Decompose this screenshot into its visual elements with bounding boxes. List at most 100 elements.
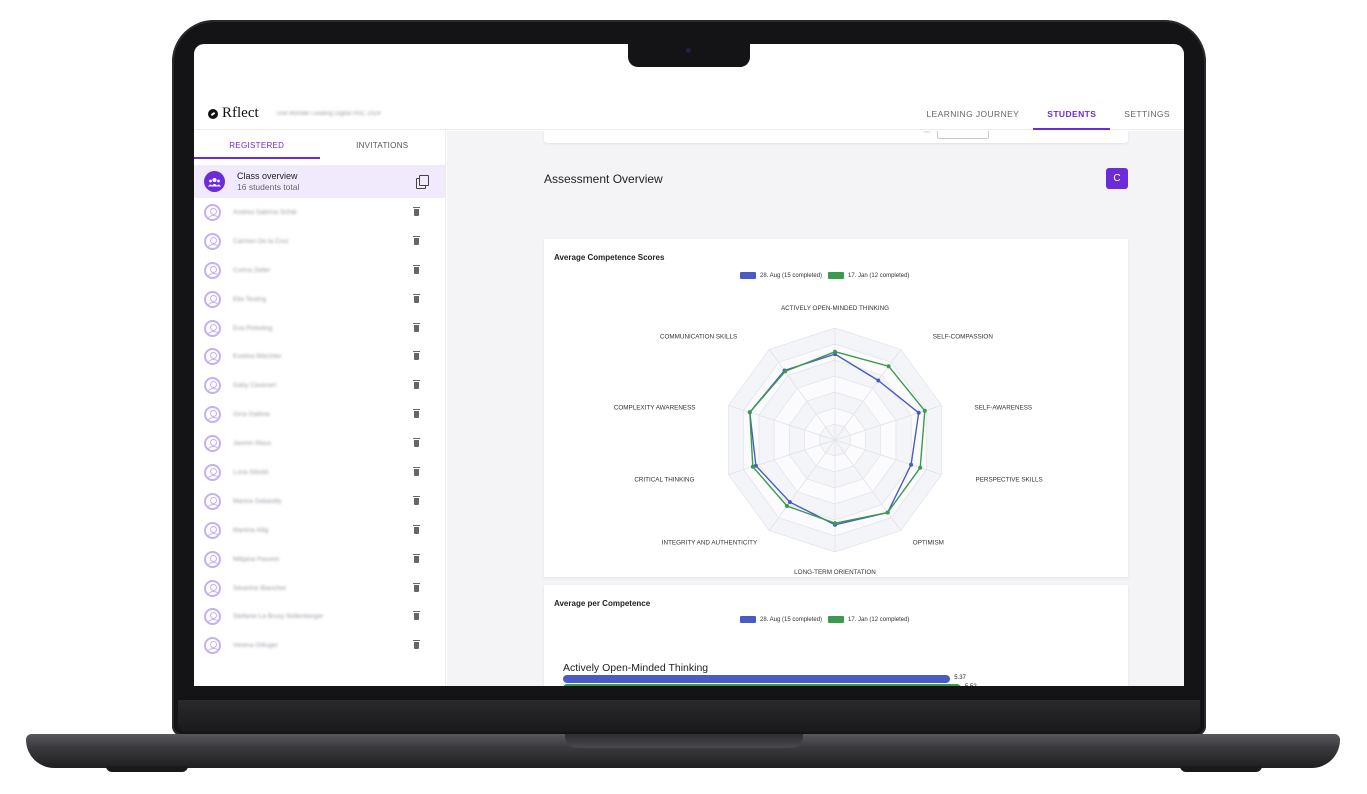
radar-point bbox=[787, 500, 792, 505]
student-list-item[interactable]: Ella Testing bbox=[194, 285, 445, 314]
brand-mark-icon bbox=[208, 108, 218, 119]
bar-category-label: Actively Open-Minded Thinking bbox=[563, 662, 709, 674]
trash-icon[interactable] bbox=[413, 380, 420, 390]
radar-axis-label: INTEGRITY AND AUTHENTICITY bbox=[662, 540, 758, 547]
rows-per-page-select[interactable] bbox=[937, 131, 989, 139]
trash-icon[interactable] bbox=[413, 640, 420, 650]
student-list-item[interactable]: Milijana Pasovic bbox=[194, 545, 445, 574]
student-list-item[interactable]: Luna Stöckli bbox=[194, 458, 445, 487]
legend-swatch-aug[interactable] bbox=[740, 272, 756, 279]
radar-axis-label: COMPLEXITY AWARENESS bbox=[614, 404, 696, 411]
trash-icon[interactable] bbox=[413, 206, 420, 216]
avatar-icon bbox=[204, 521, 221, 539]
student-name: Carmen De la Cruz bbox=[233, 237, 289, 245]
radar-point bbox=[833, 349, 837, 354]
radar-point bbox=[785, 504, 789, 508]
legend-label-aug: 28. Aug (15 completed) bbox=[760, 272, 823, 279]
nav-settings[interactable]: SETTINGS bbox=[1124, 108, 1170, 119]
trash-icon[interactable] bbox=[413, 264, 420, 274]
trash-icon[interactable] bbox=[413, 582, 420, 592]
student-list-item[interactable]: Martina Allig bbox=[194, 516, 445, 545]
radar-chart-card: Average Competence Scores 28. Aug (15 co… bbox=[544, 239, 1128, 577]
radar-point bbox=[876, 378, 881, 383]
trash-icon[interactable] bbox=[413, 293, 420, 303]
student-list-item[interactable]: Corina Zeller bbox=[194, 256, 445, 285]
student-name: Eva Pinkeling bbox=[233, 324, 273, 332]
refresh-icon: C bbox=[1113, 173, 1121, 184]
trash-icon[interactable] bbox=[413, 235, 420, 245]
trash-icon[interactable] bbox=[413, 438, 420, 448]
student-name: Stefanie La Brosy Nollenberger bbox=[233, 613, 324, 621]
student-list-item[interactable]: Andrea Sabrina Schär bbox=[194, 198, 445, 227]
avatar-icon bbox=[204, 579, 221, 597]
radar-spoke bbox=[834, 439, 902, 531]
nav-learning-journey[interactable]: LEARNING JOURNEY bbox=[926, 108, 1020, 119]
bar[interactable] bbox=[563, 684, 961, 686]
student-list-item[interactable]: Stefanie La Brosy Nollenberger bbox=[194, 602, 445, 631]
student-list-item[interactable]: Gina Gattina bbox=[194, 400, 445, 429]
nav-students[interactable]: STUDENTS bbox=[1033, 98, 1111, 130]
class-overview-item[interactable]: Class overview 16 students total bbox=[194, 165, 445, 198]
trash-icon[interactable] bbox=[413, 409, 420, 419]
avatar-icon bbox=[204, 435, 221, 453]
trash-icon[interactable] bbox=[413, 466, 420, 476]
radar-point bbox=[833, 521, 837, 526]
avatar-icon bbox=[204, 492, 221, 510]
brand-name: Rflect bbox=[222, 105, 259, 121]
avatar-icon bbox=[204, 637, 221, 655]
student-list-item[interactable]: Verena Giltuger bbox=[194, 631, 445, 660]
student-name: Verena Giltuger bbox=[233, 642, 279, 650]
radar-spoke bbox=[768, 439, 836, 531]
student-list-item[interactable]: Marina Sebastify bbox=[194, 487, 445, 516]
course-title: Unit Wonder Leading Digital HSC 2024 bbox=[276, 110, 381, 117]
laptop-foot-right bbox=[1180, 766, 1262, 772]
bar-legend: 28. Aug (15 completed) 17. Jan (12 compl… bbox=[740, 616, 911, 623]
trash-icon[interactable] bbox=[413, 351, 420, 361]
screen-notch bbox=[628, 42, 750, 67]
avatar-icon bbox=[204, 348, 221, 366]
radar-spoke bbox=[728, 405, 836, 441]
student-list-item[interactable]: Jasmin Maus bbox=[194, 429, 445, 458]
student-name: Luna Stöckli bbox=[233, 468, 269, 476]
student-list-item[interactable]: Séverine Blanchet bbox=[194, 574, 445, 603]
bar[interactable] bbox=[563, 675, 951, 683]
laptop-foot-left bbox=[106, 766, 188, 772]
radar-axis-label: OPTIMISM bbox=[913, 540, 944, 547]
student-list-item[interactable]: Evelina Märchler bbox=[194, 342, 445, 371]
refresh-button[interactable]: C bbox=[1106, 168, 1128, 189]
student-list-item[interactable]: Eva Pinkeling bbox=[194, 314, 445, 343]
radar-axis-label: SELF-AWARENESS bbox=[975, 404, 1033, 411]
student-name: Martina Allig bbox=[233, 526, 269, 534]
student-name: Corina Zeller bbox=[233, 266, 271, 274]
legend-swatch-jan[interactable] bbox=[828, 616, 845, 623]
main-nav: LEARNING JOURNEY STUDENTS SETTINGS bbox=[912, 98, 1184, 130]
trash-icon[interactable] bbox=[413, 495, 420, 505]
tab-registered[interactable]: REGISTERED bbox=[194, 131, 320, 159]
trash-icon[interactable] bbox=[413, 524, 420, 534]
radar-point bbox=[747, 410, 752, 415]
rows-per-page-label bbox=[924, 131, 930, 132]
student-name: Marina Sebastify bbox=[233, 497, 282, 505]
avatar-icon bbox=[204, 550, 221, 568]
trash-icon[interactable] bbox=[413, 611, 420, 621]
trash-icon[interactable] bbox=[413, 322, 420, 332]
legend-swatch-jan[interactable] bbox=[828, 272, 845, 279]
student-list-item[interactable]: Gaby Caveneri bbox=[194, 371, 445, 400]
legend-swatch-aug[interactable] bbox=[740, 616, 756, 623]
legend-label-aug: 28. Aug (15 completed) bbox=[760, 616, 823, 623]
trash-icon[interactable] bbox=[413, 553, 420, 563]
group-icon bbox=[204, 171, 225, 192]
avatar-icon bbox=[204, 463, 221, 481]
student-list-item[interactable]: Carmen De la Cruz bbox=[194, 227, 445, 256]
brand-logo[interactable]: Rflect bbox=[208, 105, 259, 122]
copy-icon[interactable] bbox=[416, 175, 429, 189]
sidebar: REGISTERED INVITATIONS Class overview 16… bbox=[194, 131, 446, 686]
section-title: Assessment Overview bbox=[544, 172, 663, 186]
radar-spoke bbox=[768, 349, 836, 441]
tab-invitations[interactable]: INVITATIONS bbox=[356, 140, 409, 150]
class-overview-title: Class overview bbox=[237, 170, 298, 181]
student-list: Andrea Sabrina Schär Carmen De la Cruz Cor… bbox=[194, 198, 445, 660]
radar-point bbox=[750, 464, 755, 469]
radar-point bbox=[909, 462, 914, 467]
avatar-icon bbox=[204, 232, 221, 250]
